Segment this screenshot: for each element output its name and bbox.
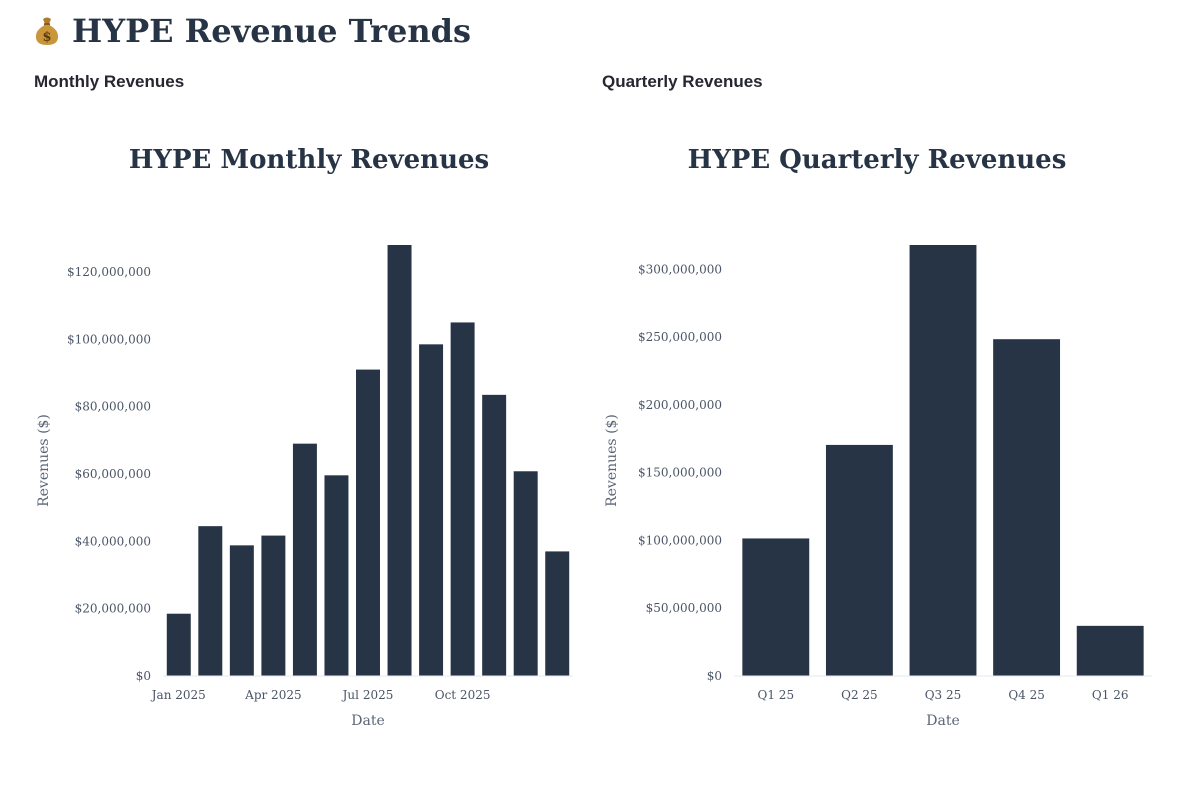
monthly-x-tick-label: Jul 2025 [341, 688, 394, 702]
quarterly-bar-q2-25 [825, 444, 893, 676]
monthly-bar-jan-2025 [166, 613, 191, 676]
monthly-y-tick-label: $80,000,000 [75, 400, 151, 414]
monthly-x-tick-label: Apr 2025 [244, 688, 301, 702]
monthly-y-tick-label: $60,000,000 [75, 467, 151, 481]
monthly-bar-jan-2026 [545, 551, 570, 676]
quarterly-y-tick-label: $50,000,000 [646, 601, 722, 615]
page-title-text: HYPE Revenue Trends [72, 12, 471, 50]
monthly-bar-aug-2025 [387, 245, 412, 676]
monthly-bar-mar-2025 [229, 545, 254, 676]
quarterly-y-tick-label: $0 [707, 669, 722, 683]
quarterly-bar-q1-25 [742, 538, 810, 676]
section-label-monthly: Monthly Revenues [34, 72, 185, 91]
quarterly-y-tick-label: $300,000,000 [638, 262, 722, 276]
quarterly-bar-q3-25 [909, 245, 977, 676]
monthly-x-axis-title: Date [351, 713, 384, 729]
monthly-y-tick-label: $120,000,000 [67, 265, 151, 279]
svg-text:$: $ [42, 30, 51, 45]
monthly-y-tick-label: $40,000,000 [75, 534, 151, 548]
quarterly-x-tick-label: Q3 25 [925, 688, 962, 702]
monthly-y-tick-label: $100,000,000 [67, 332, 151, 346]
monthly-bar-feb-2025 [198, 526, 223, 676]
page-title: $ HYPE Revenue Trends [34, 12, 471, 50]
quarterly-x-tick-label: Q1 26 [1092, 688, 1129, 702]
quarterly-y-tick-label: $100,000,000 [638, 533, 722, 547]
section-label-quarterly: Quarterly Revenues [602, 72, 763, 91]
monthly-bar-nov-2025 [482, 394, 507, 676]
monthly-y-tick-label: $0 [136, 669, 151, 683]
quarterly-y-tick-label: $250,000,000 [638, 330, 722, 344]
monthly-bar-jul-2025 [356, 369, 380, 676]
monthly-x-tick-label: Jan 2025 [150, 688, 206, 702]
money-bag-icon: $ [34, 16, 60, 46]
quarterly-bar-q4-25 [993, 339, 1061, 676]
quarterly-y-axis-title: Revenues ($) [604, 414, 620, 507]
quarterly-bar-q1-26 [1076, 625, 1144, 676]
quarterly-revenue-chart: HYPE Quarterly Revenues $0 $50,000,000 $100… [604, 145, 1152, 729]
monthly-bar-apr-2025 [261, 535, 286, 676]
quarterly-y-tick-label: $150,000,000 [638, 466, 722, 480]
monthly-bar-may-2025 [292, 443, 317, 676]
monthly-y-tick-label: $20,000,000 [75, 602, 151, 616]
quarterly-chart-title: HYPE Quarterly Revenues [688, 145, 1067, 175]
monthly-x-tick-label: Oct 2025 [435, 688, 491, 702]
monthly-bar-oct-2025 [450, 322, 475, 676]
monthly-bar-sep-2025 [419, 344, 444, 676]
quarterly-x-tick-label: Q1 25 [758, 688, 795, 702]
monthly-y-axis-title: Revenues ($) [36, 414, 52, 507]
monthly-chart-title: HYPE Monthly Revenues [129, 145, 489, 175]
monthly-revenue-chart: HYPE Monthly Revenues $0 $20,000,000 $40,00… [36, 145, 573, 729]
quarterly-x-tick-label: Q4 25 [1008, 688, 1045, 702]
quarterly-y-tick-label: $200,000,000 [638, 398, 722, 412]
monthly-bar-dec-2025 [513, 471, 538, 676]
quarterly-x-axis-title: Date [926, 713, 959, 729]
monthly-bar-jun-2025 [324, 475, 349, 676]
quarterly-x-tick-label: Q2 25 [841, 688, 878, 702]
